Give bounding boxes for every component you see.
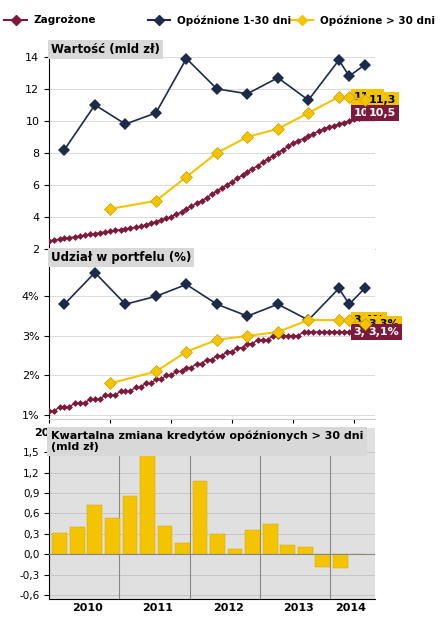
- Text: 3,3%: 3,3%: [369, 319, 399, 329]
- Bar: [88, 505, 102, 554]
- Text: 11,3: 11,3: [369, 95, 396, 105]
- Text: Opóźnione > 30 dni: Opóźnione > 30 dni: [320, 15, 434, 26]
- Text: 10,5: 10,5: [369, 108, 396, 118]
- Bar: [333, 554, 348, 568]
- Text: 3,1%: 3,1%: [354, 327, 384, 337]
- Bar: [316, 554, 330, 566]
- Bar: [158, 527, 173, 554]
- Bar: [280, 546, 295, 554]
- Bar: [245, 530, 260, 554]
- Text: Opóźnione 1-30 dni: Opóźnione 1-30 dni: [177, 15, 291, 26]
- Bar: [193, 481, 207, 554]
- Text: 10,5: 10,5: [354, 108, 381, 118]
- Text: 11,5: 11,5: [354, 92, 381, 102]
- Bar: [210, 534, 225, 554]
- Bar: [140, 447, 155, 554]
- Bar: [263, 524, 278, 554]
- Bar: [228, 549, 243, 554]
- Text: Udział w portfelu (%): Udział w portfelu (%): [51, 251, 191, 263]
- Text: Wartość (mld zł): Wartość (mld zł): [51, 43, 160, 56]
- Bar: [122, 496, 137, 554]
- Bar: [298, 547, 312, 554]
- Text: Kwartalna zmiana kredytów opóźnionych > 30 dni
(mld zł): Kwartalna zmiana kredytów opóźnionych > …: [51, 430, 363, 452]
- Bar: [105, 518, 120, 554]
- Text: 3,4%: 3,4%: [354, 315, 384, 325]
- Bar: [70, 527, 84, 554]
- Text: Zagrożone: Zagrożone: [34, 16, 96, 25]
- Text: 3,1%: 3,1%: [369, 327, 400, 337]
- Bar: [52, 533, 67, 554]
- Bar: [175, 542, 190, 554]
